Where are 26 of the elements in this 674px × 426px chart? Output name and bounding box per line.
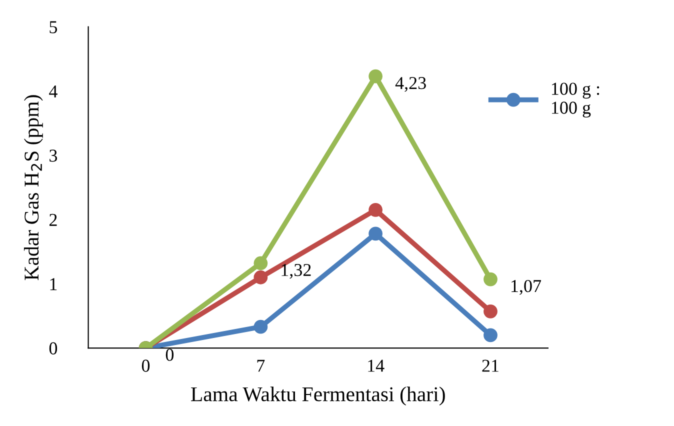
y-tick-label: 1 [50, 278, 57, 290]
point [484, 272, 498, 286]
y-tick-label: 3 [50, 150, 58, 162]
legend-label: 100 g : 100 g [552, 82, 600, 118]
x-tick-label: 7 [257, 360, 265, 372]
x-tick-label: 14 [368, 360, 384, 372]
data-label: 4,23 [395, 77, 426, 92]
y-tick-label: 0 [49, 342, 58, 354]
x-tick-label: 21 [482, 360, 498, 372]
point [484, 328, 498, 342]
point [368, 226, 383, 241]
point [254, 256, 268, 270]
x-axis-title: Lama Waktu Fermentasi (hari) [191, 386, 445, 406]
data-label: 0 [166, 348, 174, 361]
y-tick-label: 2 [50, 214, 57, 226]
point [368, 69, 383, 84]
data-label: 1,07 [512, 280, 542, 295]
x-tick-label: 0 [142, 360, 150, 372]
y-tick-label: 4 [49, 85, 58, 98]
y-tick-label: 5 [50, 21, 58, 34]
point [254, 320, 268, 334]
point [254, 270, 268, 284]
y-axis-title: Kadar Gas H$_{2}$S (ppm) [24, 95, 43, 280]
data-label: 1,32 [282, 264, 311, 279]
point [368, 202, 383, 217]
point [484, 304, 498, 318]
